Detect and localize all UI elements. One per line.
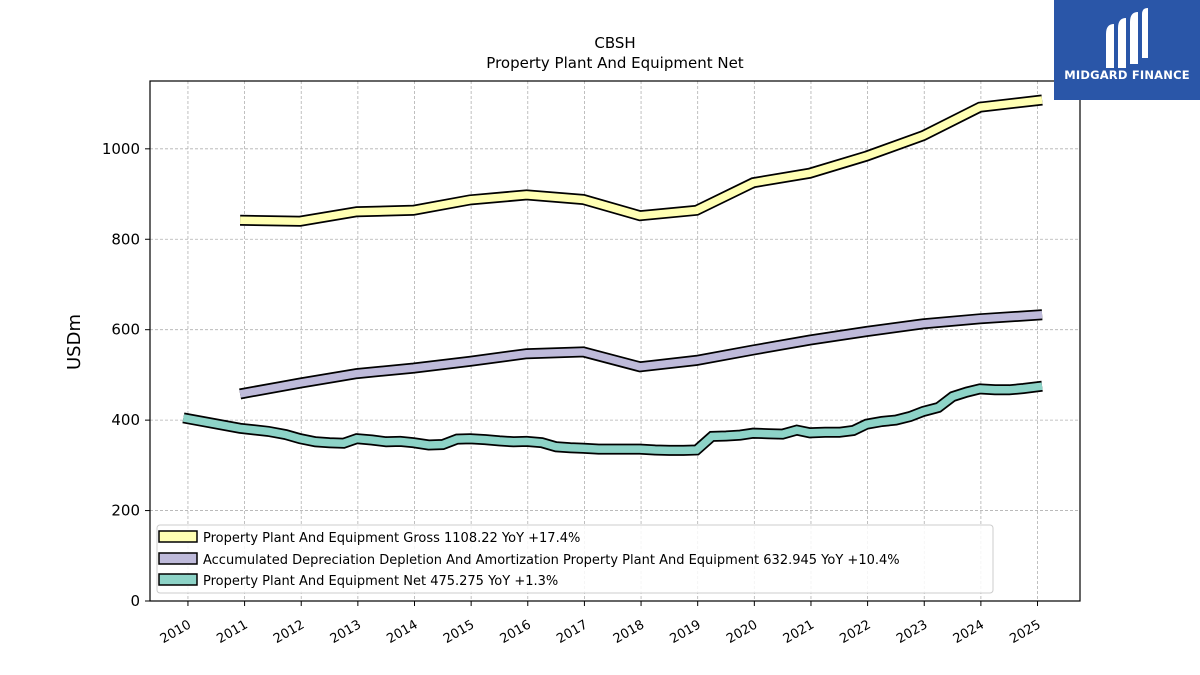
legend-label-net: Property Plant And Equipment Net 475.275… [203, 574, 558, 589]
series-line-gross [240, 94, 1043, 227]
legend: Property Plant And Equipment Gross 1108.… [156, 524, 994, 594]
legend-swatch-accumulated-depreciation [158, 552, 198, 565]
x-tick-label: 2012 [271, 617, 307, 647]
x-tick-label: 2021 [781, 617, 817, 647]
chart-title: CBSH [594, 34, 635, 52]
x-tick-label: 2010 [158, 617, 194, 647]
brand-name: MIDGARD FINANCE [1064, 68, 1190, 82]
x-tick-label: 2025 [1007, 617, 1043, 647]
y-tick-label: 600 [111, 321, 140, 339]
series-line-accumulated-depreciation [239, 309, 1043, 400]
midgard-logo-icon [1106, 8, 1148, 68]
series-group [182, 94, 1043, 456]
x-tick-label: 2019 [668, 617, 704, 647]
series-fill [239, 311, 1043, 398]
y-tick-label: 200 [111, 502, 140, 520]
series-line-net [182, 380, 1043, 456]
legend-swatch-gross [158, 530, 198, 543]
legend-label-gross: Property Plant And Equipment Gross 1108.… [203, 531, 580, 546]
x-tick-label: 2015 [441, 617, 477, 647]
series-fill [182, 382, 1043, 455]
chart-subtitle: Property Plant And Equipment Net [486, 54, 743, 72]
x-tick-label: 2017 [554, 617, 590, 647]
x-tick-label: 2013 [328, 617, 364, 647]
x-tick-label: 2022 [837, 617, 873, 647]
legend-box [156, 524, 994, 594]
legend-label-accumulated-depreciation: Accumulated Depreciation Depletion And A… [203, 553, 900, 568]
y-tick-label: 400 [111, 411, 140, 429]
x-tick-label: 2020 [724, 617, 760, 647]
x-tick-label: 2018 [611, 617, 647, 647]
y-axis-label: USDm [64, 314, 85, 370]
y-tick-label: 1000 [102, 140, 140, 158]
series-fill [240, 96, 1043, 225]
grid [150, 81, 1080, 602]
x-tick-label: 2024 [951, 617, 987, 647]
x-tick-label: 2016 [498, 617, 534, 647]
x-tick-label: 2014 [384, 617, 420, 647]
y-tick-label: 0 [130, 592, 140, 610]
x-tick-label: 2023 [894, 617, 930, 647]
legend-swatch-net [158, 573, 198, 586]
plot-frame [149, 80, 1081, 602]
brand-logo: MIDGARD FINANCE [1054, 0, 1200, 100]
y-tick-label: 800 [111, 230, 140, 248]
x-tick-label: 2011 [214, 617, 250, 647]
